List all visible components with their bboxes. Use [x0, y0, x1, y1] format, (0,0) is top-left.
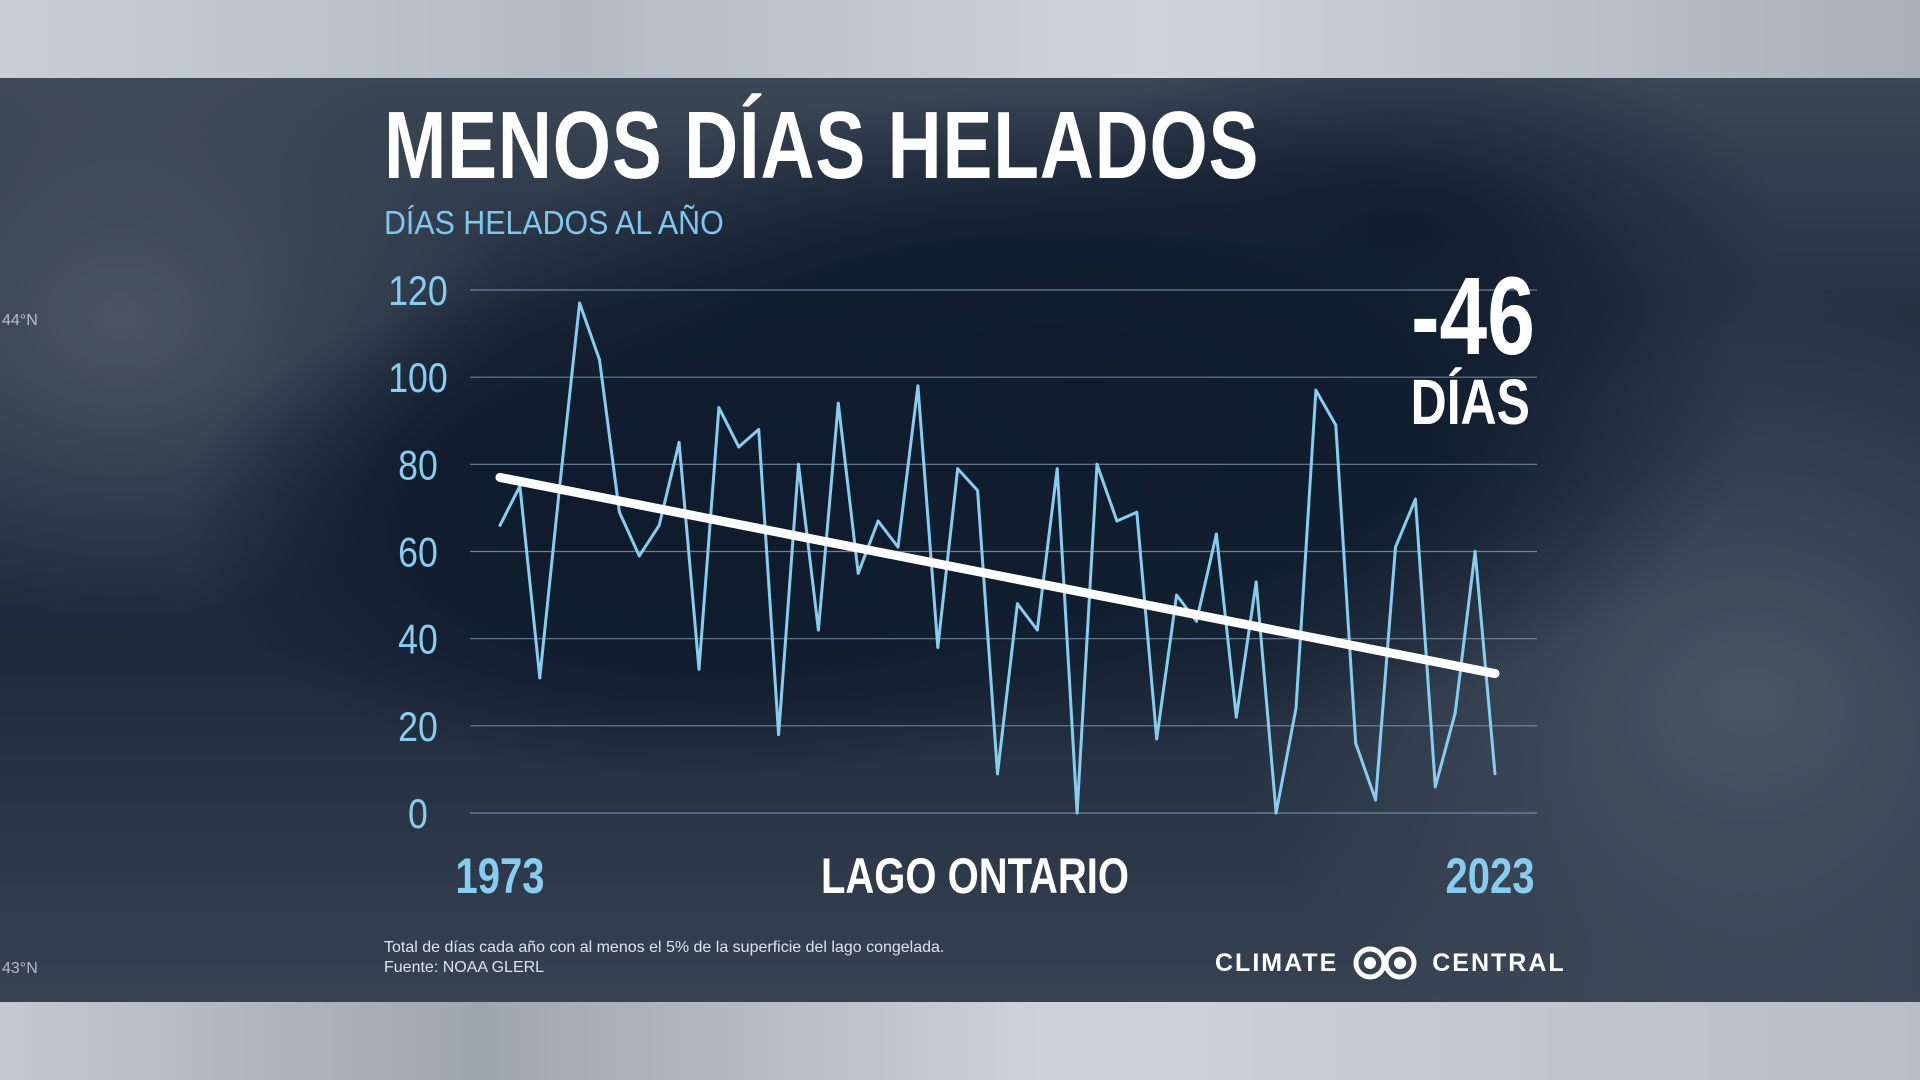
y-tick-label-40: 40: [398, 617, 438, 663]
data-point-2011: [1254, 580, 1258, 584]
y-tick-label-100: 100: [388, 356, 448, 402]
chart-subtitle: DÍAS HELADOS AL AÑO: [384, 204, 724, 241]
footnote: Total de días cada año con al menos el 5…: [384, 938, 944, 978]
data-point-1999: [1015, 602, 1019, 606]
data-point-2017: [1374, 798, 1378, 802]
data-point-2000: [1035, 628, 1039, 632]
y-tick-label-20: 20: [398, 704, 438, 750]
chart-panel: [0, 78, 1920, 1002]
latitude-label-43: 43°N: [2, 960, 38, 977]
data-point-2002: [1075, 811, 1079, 815]
y-tick-labels: 0 20 40 60 80 100 120: [388, 268, 448, 837]
data-point-1982: [677, 441, 681, 445]
data-point-2008: [1195, 619, 1198, 623]
data-point-2020: [1433, 785, 1437, 789]
data-point-2018: [1394, 545, 1397, 549]
climate-central-logo: CLIMATE CENTRAL: [1215, 946, 1566, 980]
data-point-1986: [757, 427, 761, 431]
data-point-1994: [916, 384, 920, 388]
data-point-2003: [1095, 462, 1099, 466]
data-point-2015: [1334, 423, 1338, 427]
y-tick-label-120: 120: [388, 268, 448, 314]
data-point-2007: [1175, 593, 1179, 597]
x-tick-label-end: 2023: [1446, 848, 1535, 904]
location-label: LAGO ONTARIO: [821, 848, 1129, 904]
data-point-1989: [816, 628, 820, 632]
data-point-1997: [976, 488, 980, 492]
data-point-2023: [1493, 772, 1497, 776]
data-point-1978: [598, 358, 601, 362]
data-point-2014: [1314, 388, 1318, 392]
data-point-2021: [1453, 711, 1457, 715]
data-point-2009: [1214, 532, 1218, 536]
trend-change-value: -46: [1410, 255, 1535, 378]
data-point-2010: [1234, 715, 1238, 719]
data-point-1988: [797, 462, 800, 466]
series-points: [498, 301, 1497, 815]
data-point-1977: [578, 301, 582, 305]
data-point-2006: [1155, 737, 1159, 741]
footnote-source: Fuente: NOAA GLERL: [384, 959, 545, 976]
infinity-logo-icon: [1353, 946, 1417, 980]
data-point-2016: [1354, 741, 1358, 745]
data-point-1996: [956, 467, 960, 471]
data-point-2013: [1294, 706, 1298, 710]
y-tick-label-80: 80: [398, 443, 438, 489]
data-point-1975: [538, 676, 542, 680]
data-point-1980: [637, 554, 641, 558]
footnote-description: Total de días cada año con al menos el 5…: [384, 939, 945, 956]
x-tick-label-start: 1973: [456, 848, 545, 904]
data-point-2022: [1473, 550, 1477, 553]
data-point-1998: [996, 772, 999, 776]
trend-change-unit: DÍAS: [1410, 366, 1530, 438]
data-point-1990: [836, 401, 840, 405]
y-tick-label-60: 60: [398, 530, 438, 576]
data-point-1985: [737, 445, 741, 449]
latitude-label-44: 44°N: [2, 312, 38, 329]
snow-cover-top: [0, 0, 1920, 78]
data-point-1973: [498, 523, 502, 527]
data-point-1993: [896, 545, 900, 549]
y-tick-label-0: 0: [408, 791, 428, 837]
data-point-2019: [1413, 497, 1417, 501]
data-point-2012: [1274, 811, 1278, 815]
data-point-1992: [876, 519, 880, 523]
data-point-2004: [1115, 519, 1119, 523]
data-point-1984: [717, 406, 721, 410]
data-point-1983: [697, 667, 701, 671]
data-point-2005: [1135, 510, 1139, 514]
chart-title: MENOS DÍAS HELADOS: [384, 92, 1260, 199]
data-point-1991: [856, 571, 860, 575]
snow-cover-bottom: [0, 1002, 1920, 1080]
data-point-1987: [777, 733, 781, 737]
data-point-1981: [657, 523, 661, 527]
data-point-1979: [617, 510, 621, 514]
data-point-2001: [1055, 467, 1059, 471]
logo-text-right: CENTRAL: [1432, 948, 1566, 977]
data-point-1995: [936, 645, 940, 649]
trend-line: [495, 472, 1500, 679]
series-line-frozen-days: [498, 301, 1497, 815]
logo-text-left: CLIMATE: [1215, 948, 1339, 977]
